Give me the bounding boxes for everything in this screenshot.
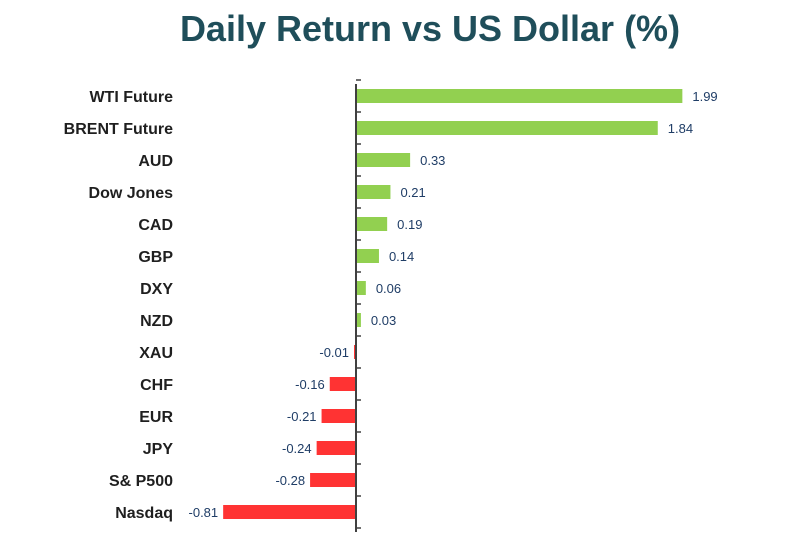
bar-brent-future (356, 121, 658, 135)
category-label: S& P500 (109, 473, 173, 490)
category-label: BRENT Future (64, 121, 173, 138)
value-label: -0.28 (275, 473, 305, 488)
category-label: CHF (140, 377, 173, 394)
category-label: Dow Jones (89, 185, 174, 202)
bar-jpy (316, 441, 356, 455)
category-label: Nasdaq (115, 505, 173, 522)
value-label: 0.14 (389, 249, 414, 264)
bar-aud (356, 153, 411, 167)
value-label: -0.01 (319, 345, 349, 360)
category-label: DXY (140, 281, 173, 298)
value-label: 0.19 (397, 217, 422, 232)
bar-gbp (356, 249, 379, 263)
bar-dow-jones (356, 185, 391, 199)
value-label: 0.03 (371, 313, 396, 328)
bar-s-p500 (310, 473, 356, 487)
value-label: 0.21 (400, 185, 425, 200)
category-label: AUD (138, 153, 173, 170)
bar-dxy (356, 281, 366, 295)
category-label: XAU (139, 345, 173, 362)
category-label: NZD (140, 313, 173, 330)
bar-nasdaq (223, 505, 356, 519)
value-label: -0.24 (282, 441, 312, 456)
bar-cad (356, 217, 388, 231)
value-label: -0.21 (287, 409, 317, 424)
value-label: 0.06 (376, 281, 401, 296)
category-label: WTI Future (89, 89, 173, 106)
bar-nzd (356, 313, 361, 327)
value-label: -0.16 (295, 377, 325, 392)
value-label: 0.33 (420, 153, 445, 168)
value-label: 1.99 (692, 89, 717, 104)
category-label: EUR (139, 409, 173, 426)
bar-eur (321, 409, 356, 423)
chart-title: Daily Return vs US Dollar (%) (179, 8, 681, 49)
category-label: JPY (143, 441, 174, 458)
value-label: 1.84 (668, 121, 693, 136)
value-label: -0.81 (189, 505, 219, 520)
category-label: GBP (138, 249, 173, 266)
bar-wti-future (356, 89, 683, 103)
bar-chf (329, 377, 356, 391)
category-label: CAD (138, 217, 173, 234)
